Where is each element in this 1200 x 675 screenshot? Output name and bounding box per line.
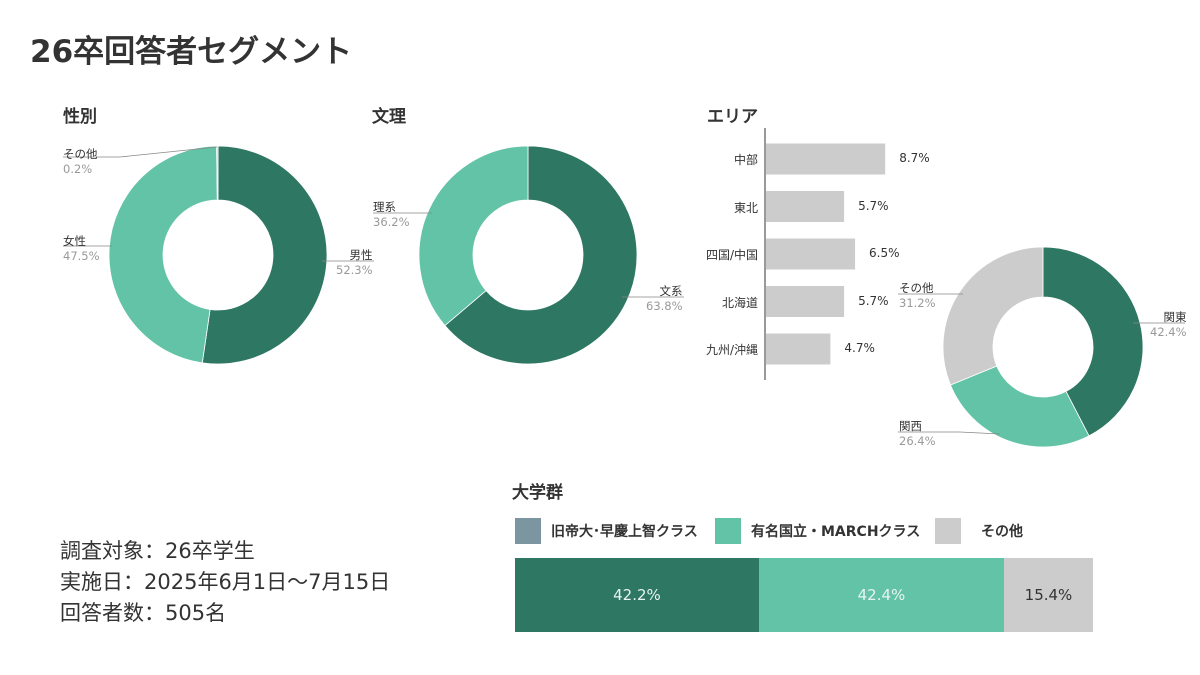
donut-slice-その他 (942, 246, 1044, 386)
label-area-other: その他 31.2% (899, 281, 936, 310)
area-donut (942, 246, 1144, 448)
donut-slice-その他 (216, 145, 219, 201)
donut-slice-理系 (418, 145, 529, 327)
legend-swatch (935, 518, 961, 544)
survey-target: 調査対象：26卒学生 (60, 539, 255, 563)
area-value-label: 5.7% (858, 293, 889, 308)
donut-slice-関西 (949, 365, 1090, 448)
area-bar (766, 143, 886, 175)
donut-slice-女性 (108, 145, 218, 364)
area-category-label: 北海道 (721, 295, 758, 310)
area-category-label: 四国/中国 (705, 248, 758, 262)
gender-donut (108, 145, 328, 365)
area-bar (766, 191, 845, 222)
area-chart-title: エリア (707, 107, 758, 127)
donut-slice-関東 (1042, 246, 1144, 437)
survey-date: 実施日：2025年6月1日～7月15日 (60, 570, 391, 594)
label-bunkei: 文系 63.8% (646, 284, 683, 313)
area-value-label: 4.7% (844, 341, 875, 355)
legend-item-3: その他 (935, 518, 1023, 544)
donut-slice-文系 (444, 145, 638, 365)
stacked-bar-segment: 42.2% (515, 558, 759, 632)
area-value-label: 6.5% (869, 246, 900, 260)
area-value-label: 5.7% (858, 198, 889, 213)
stacked-bar-segment: 42.4% (758, 558, 1004, 632)
donut-slice-男性 (201, 145, 328, 365)
label-kansai: 関西 26.4% (899, 419, 936, 448)
university-chart-title: 大学群 (512, 483, 563, 503)
bunri-donut (418, 145, 638, 365)
bunri-chart-title: 文理 (372, 107, 406, 127)
label-kanto: 関東 42.4% (1150, 310, 1187, 339)
label-female: 女性 47.5% (63, 234, 100, 263)
area-bar (766, 238, 856, 270)
legend-item-1: 旧帝大･早慶上智クラス (515, 518, 698, 544)
survey-info: 調査対象：26卒学生 実施日：2025年6月1日～7月15日 回答者数：505名 (60, 536, 390, 629)
stacked-bar-segment: 15.4% (1003, 558, 1093, 632)
label-male: 男性 52.3% (336, 248, 373, 277)
page-title: 26卒回答者セグメント (30, 34, 353, 70)
area-category-label: 九州/沖縄 (705, 343, 758, 357)
area-bars (766, 143, 886, 365)
area-category-label: 中部 (733, 153, 758, 167)
gender-chart-title: 性別 (63, 107, 97, 127)
respondent-count: 回答者数：505名 (60, 601, 227, 625)
area-bar (766, 333, 831, 365)
area-value-label: 8.7% (899, 151, 930, 165)
legend-swatch (515, 518, 541, 544)
area-category-label: 東北 (733, 200, 758, 215)
label-gender-other: その他 0.2% (63, 147, 98, 176)
legend-item-2: 有名国立・MARCHクラス (715, 518, 920, 544)
area-bar (766, 286, 845, 317)
legend-swatch (715, 518, 741, 544)
label-rikei: 理系 36.2% (373, 200, 410, 229)
leader-lines (63, 146, 1185, 435)
